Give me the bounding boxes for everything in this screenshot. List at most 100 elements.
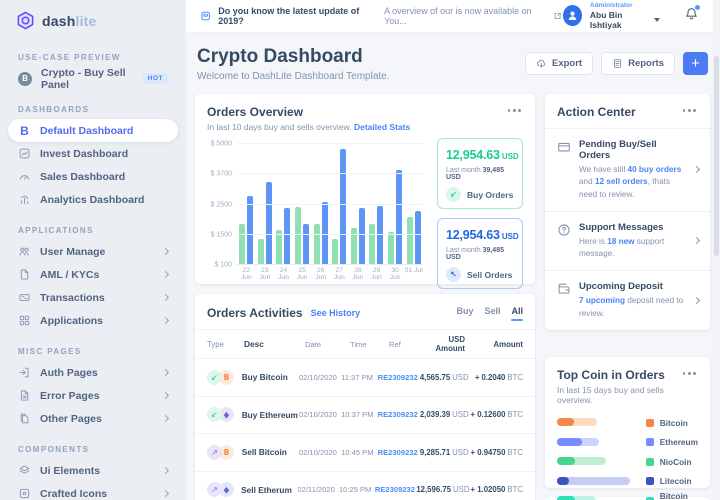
action-center-card: Action Center Pending Buy/Sell Orders We …: [545, 94, 710, 331]
scrollbar-track[interactable]: [713, 0, 720, 500]
coin-bar-niocoin: [557, 457, 633, 466]
page-title-block: Crypto Dashboard Welcome to DashLite Das…: [197, 46, 390, 82]
sidebar-item-applications[interactable]: Applications: [8, 309, 178, 332]
add-button[interactable]: +: [683, 52, 708, 75]
arrow-down-left-icon: ↙: [207, 369, 222, 385]
sidebar-item-sales-dashboard[interactable]: Sales Dashboard: [8, 165, 178, 188]
orders-overview-title: Orders Overview: [207, 105, 304, 119]
card-menu-button[interactable]: [681, 368, 698, 379]
chevron-down-icon: [654, 17, 660, 22]
top-coin-titles: Top Coin in Orders In last 15 days buy a…: [557, 368, 681, 405]
announcement-link[interactable]: A overview of our is now available on Yo…: [384, 6, 532, 26]
arrow-down-left-icon: ↙: [446, 187, 461, 202]
coin-bar-bitcoin-cash: [557, 496, 633, 500]
analytics-icon: [20, 195, 29, 205]
orders-overview-subtitle-text: In last 10 days buy and sells overview.: [207, 122, 352, 132]
chevron-right-icon: [161, 247, 170, 256]
wallet-icon: [558, 284, 570, 295]
reports-button[interactable]: Reports: [601, 52, 675, 75]
external-link-icon[interactable]: [553, 11, 562, 21]
tab-all[interactable]: All: [511, 306, 523, 321]
order-desc: Buy Ethereum: [241, 409, 298, 420]
sidebar-item-label: Invest Dashboard: [40, 147, 129, 160]
sidebar-item-analytics-dashboard[interactable]: Analytics Dashboard: [8, 188, 178, 211]
sidebar-item-aml-kycs[interactable]: AML / KYCs: [8, 263, 178, 286]
sidebar-item-invest-dashboard[interactable]: Invest Dashboard: [8, 142, 178, 165]
orders-overview-head: Orders Overview In last 10 days buy and …: [207, 105, 523, 132]
notifications-button[interactable]: [684, 4, 700, 26]
card-menu-button[interactable]: [506, 105, 523, 116]
coin-bar-track: [557, 496, 597, 500]
bitcoin-coin-icon: B: [18, 71, 32, 86]
sidebar-item-default-dashboard[interactable]: B Default Dashboard: [8, 119, 178, 142]
x-axis-label: 29 Jun: [370, 267, 382, 281]
sidebar-item-user-manage[interactable]: User Manage: [8, 240, 178, 263]
tab-buy[interactable]: Buy: [456, 306, 474, 316]
avatar[interactable]: [562, 5, 582, 27]
chevron-right-icon: [161, 414, 170, 423]
column-header-time: Time: [350, 339, 367, 349]
page-title: Crypto Dashboard: [197, 46, 363, 67]
sidebar-item-ui-elements[interactable]: Ui Elements: [8, 459, 178, 482]
bar-buy-orders: [388, 232, 395, 265]
x-axis-label: 30 Jun: [389, 267, 401, 281]
chevron-right-icon: [161, 270, 170, 279]
coin-bar-bitcoin: [557, 418, 633, 427]
column-header-usd-amount: USD Amount: [435, 335, 465, 353]
scrollbar-thumb[interactable]: [714, 56, 719, 256]
user-text: Administrator Abu Bin Ishtiyak: [590, 2, 660, 30]
action-item-desc: Here is 18 new support message.: [579, 236, 686, 261]
table-row: ↗ B Sell Bitcoin 02/10/2020 10:45 PM RE230923…: [195, 434, 535, 472]
brand-bold: dash: [42, 12, 76, 29]
bar-sell-orders: [377, 205, 384, 265]
layers-icon: [19, 465, 30, 474]
bitcoin-icon: B: [20, 123, 29, 138]
detailed-stats-link[interactable]: Detailed Stats: [353, 122, 411, 132]
sidebar-item-other-pages[interactable]: Other Pages: [8, 407, 178, 430]
see-history-link[interactable]: See History: [310, 308, 361, 318]
sidebar-section-label: COMPONENTS: [18, 445, 90, 454]
sidebar-item-error-pages[interactable]: Error Pages: [8, 384, 178, 407]
bar-buy-orders: [406, 216, 413, 265]
order-usd-amount: 4,565.75 USD: [419, 372, 469, 382]
bar-group-28-jun: [349, 144, 368, 265]
desc-text: support message.: [579, 236, 665, 259]
btc-coin-icon: B: [219, 444, 234, 460]
chevron-right-icon: [161, 391, 170, 400]
action-item-upcoming-deposit[interactable]: Upcoming Deposit 7 upcoming deposit need …: [545, 270, 710, 330]
sidebar-item-crypto-buy-sell-panel[interactable]: B Crypto - Buy Sell Panel HOT: [8, 67, 178, 91]
orders-stat-boxes: 12,954.63 USD Last month 39,485 USD ↙ Buy Or…: [437, 138, 523, 289]
sidebar-item-auth-pages[interactable]: Auth Pages: [8, 361, 178, 384]
sidebar-item-label: Crafted Icons: [40, 487, 108, 500]
user-name-label: Abu Bin Ishtiyak: [589, 9, 623, 30]
desc-text: Here is: [579, 236, 608, 246]
tab-sell[interactable]: Sell: [484, 306, 501, 316]
action-item-title: Support Messages: [579, 221, 664, 233]
action-item-support-messages[interactable]: Support Messages Here is 18 new support m…: [545, 210, 710, 271]
ref-link[interactable]: RE2309232: [377, 447, 418, 457]
y-axis-label: $ 3700: [210, 170, 232, 178]
action-item-title: Pending Buy/Sell Orders: [579, 139, 657, 161]
order-usd-amount: 12,596.75 USD: [416, 485, 470, 495]
sidebar-item-crafted-icons[interactable]: Crafted Icons: [8, 482, 178, 500]
x-axis-label: 27 Jun: [333, 267, 345, 281]
coin-bar-fill: [557, 496, 576, 500]
sidebar-item-transactions[interactable]: Transactions: [8, 286, 178, 309]
coin-bar-track: [557, 476, 631, 485]
coin-bar-fill: [557, 476, 570, 485]
y-axis-label: $ 1500: [210, 231, 232, 239]
ref-link[interactable]: RE2309232: [377, 372, 418, 382]
brand-logo[interactable]: dashlite: [0, 0, 186, 38]
user-role: Administrator: [589, 1, 633, 9]
card-menu-button[interactable]: [681, 105, 698, 116]
ref-link[interactable]: RE2309232: [374, 485, 415, 495]
user-menu[interactable]: Administrator Abu Bin Ishtiyak: [562, 2, 700, 30]
ref-link[interactable]: RE2309232: [377, 410, 418, 420]
export-button[interactable]: Export: [525, 52, 594, 75]
bar-buy-orders: [350, 227, 357, 265]
coin-bar-track: [557, 457, 607, 466]
column-header-ref: Ref: [389, 339, 401, 349]
bar-buy-orders: [332, 239, 339, 265]
top-coin-legend: Bitcoin Ethereum NioCoin Litecoin Bitcoin Ca…: [633, 413, 698, 500]
action-item-pending-buy-sell-orders[interactable]: Pending Buy/Sell Orders We have still 40 …: [545, 128, 710, 211]
